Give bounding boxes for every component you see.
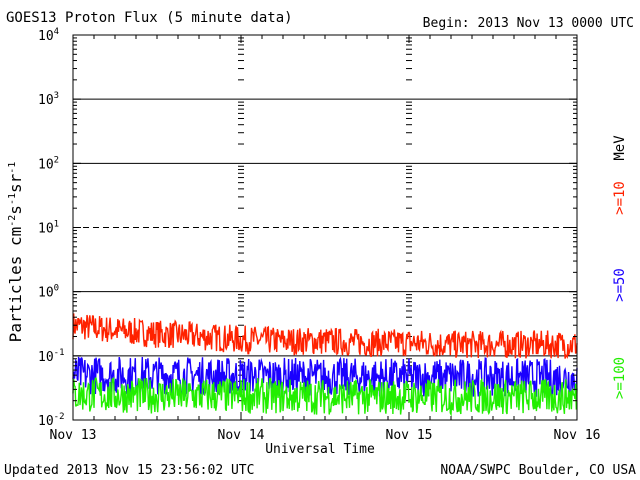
legend-ge50: >=50 bbox=[612, 268, 628, 302]
x-tick-label: Nov 14 bbox=[218, 428, 265, 443]
x-axis-label: Universal Time bbox=[265, 442, 375, 457]
y-tick-label: 103 bbox=[38, 91, 59, 108]
unit-label: MeV bbox=[612, 135, 628, 161]
legend-ge10: >=10 bbox=[612, 181, 628, 215]
y-tick-label: 104 bbox=[38, 27, 59, 44]
x-tick-label: Nov 15 bbox=[386, 428, 433, 443]
series-line-1 bbox=[72, 356, 578, 397]
legend-ge100: >=100 bbox=[612, 357, 628, 399]
y-tick-label: 102 bbox=[38, 155, 59, 172]
grid-lines bbox=[73, 37, 577, 402]
begin-time: Begin: 2013 Nov 13 0000 UTC bbox=[423, 16, 634, 31]
series-layer bbox=[72, 313, 578, 417]
y-tick-label: 10-1 bbox=[38, 348, 65, 365]
series-line-2 bbox=[72, 377, 578, 417]
y-axis-label: Particles cm-2s-1sr-1 bbox=[6, 162, 25, 343]
series-line-0 bbox=[72, 313, 578, 359]
y-tick-label: 100 bbox=[38, 284, 59, 301]
y-tick-label: 10-2 bbox=[38, 412, 65, 429]
chart-title: GOES13 Proton Flux (5 minute data) bbox=[6, 10, 293, 26]
tick-marks bbox=[72, 35, 578, 421]
x-tick-label: Nov 13 bbox=[50, 428, 97, 443]
y-tick-label: 101 bbox=[38, 220, 59, 237]
x-tick-label: Nov 16 bbox=[554, 428, 601, 443]
updated-timestamp: Updated 2013 Nov 15 23:56:02 UTC bbox=[4, 463, 254, 478]
credit-text: NOAA/SWPC Boulder, CO USA bbox=[440, 463, 636, 478]
